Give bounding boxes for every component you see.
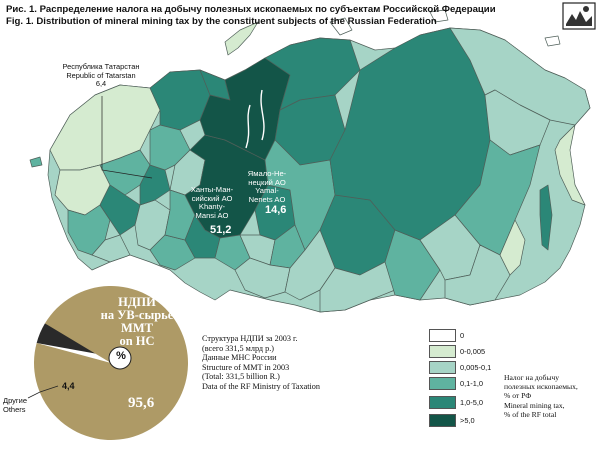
- map-region-tuva: [284, 229, 336, 301]
- legend-caption-ru: Налог на добычу полезных ископаемых, % о…: [504, 373, 578, 400]
- legend-label-0: 0: [460, 331, 465, 340]
- pie-slice-label-hc: 95,6: [128, 395, 155, 411]
- pie-slice-label-others: 4,4: [62, 381, 75, 391]
- label-khanty-mansi: Ханты-Ман- сийский АО Khanty- Mansi AO: [190, 185, 234, 220]
- source-note: Структура НДПИ за 2003 г. (всего 331,5 м…: [202, 334, 320, 391]
- figure-title-ru: Рис. 1. Распределение налога на добычу п…: [6, 4, 496, 15]
- map-island-wrangel: [544, 35, 561, 47]
- map-island-severnaya: [329, 17, 353, 36]
- map-island-novosibirsk: [429, 9, 449, 23]
- map-river-ob: [245, 89, 265, 149]
- legend-label-4: 1,0-5,0: [460, 398, 484, 407]
- label-yamal-nenets: Ямало-Не- нецкий АО Yamal- Nenets AO: [247, 169, 287, 204]
- publisher-logo-icon: [562, 2, 596, 30]
- tatarstan-leader-line: [101, 96, 153, 179]
- label-khanty-mansi-value: 51,2: [210, 224, 232, 236]
- legend-swatch-1: [429, 345, 456, 358]
- map-island-novaya-zemlya: [224, 21, 259, 56]
- map-region-jewish: [499, 219, 526, 276]
- legend-swatch-4: [429, 396, 456, 409]
- pie-center-hole: [108, 346, 132, 370]
- pie-center-label: %: [116, 350, 126, 362]
- legend-swatch-0: [429, 329, 456, 342]
- map-region-kamchatka: [554, 124, 586, 206]
- map-region-primorye: [444, 244, 511, 306]
- legend-label-2: 0,005-0,1: [460, 363, 492, 372]
- map-region-perm: [149, 124, 191, 171]
- legend-caption-en: Mineral mining tax, % of the RF total: [504, 401, 565, 419]
- legend-swatch-5: [429, 414, 456, 427]
- label-yamal-nenets-value: 14,6: [265, 204, 287, 216]
- map-region-kaliningrad: [29, 156, 43, 168]
- map-region-caucasus: [91, 234, 131, 263]
- map-region-sakhalin: [539, 184, 553, 251]
- pie-title: НДПИ на УВ-сырье MMT on HC: [100, 295, 174, 348]
- pie-chart: [33, 285, 188, 440]
- map-region-altai: [234, 257, 291, 299]
- pie-others-label: Другие Others: [3, 396, 28, 414]
- legend-label-5: >5,0: [460, 416, 475, 425]
- figure-title: Рис. 1. Распределение налога на добычу п…: [6, 4, 496, 28]
- legend-swatch-3: [429, 377, 456, 390]
- legend-label-1: 0-0,005: [460, 347, 486, 356]
- figure-title-en: Fig. 1. Distribution of mineral mining t…: [6, 16, 437, 27]
- label-tatarstan: Республика Татарстан Republic of Tatarst…: [62, 62, 140, 89]
- legend-swatch-2: [429, 361, 456, 374]
- legend-label-3: 0,1-1,0: [460, 379, 484, 388]
